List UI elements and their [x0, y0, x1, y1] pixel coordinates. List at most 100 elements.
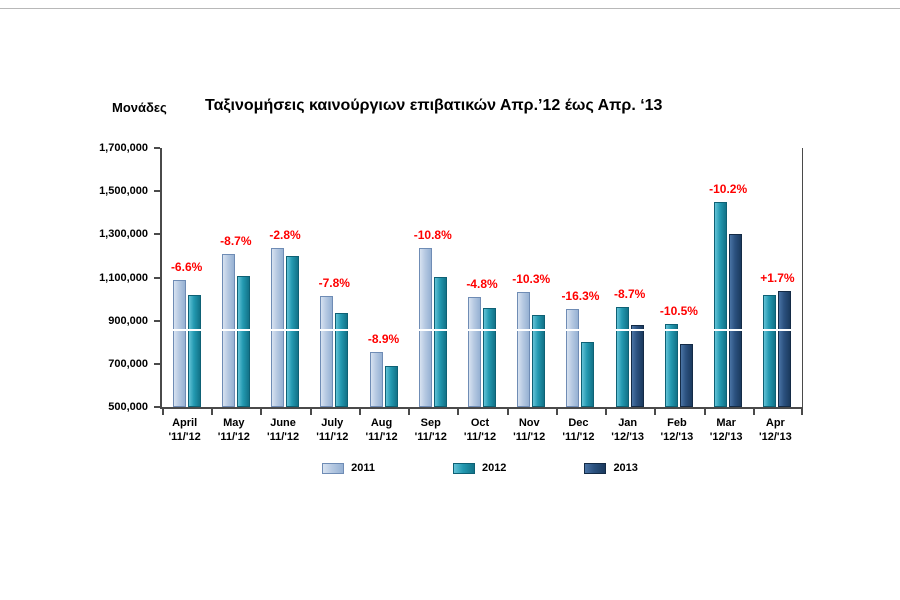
x-label-years: '11/'12 [562, 431, 595, 443]
pct-change-label-jan: -8.7% [614, 286, 646, 301]
x-label-years: '11/'12 [266, 431, 300, 443]
y-tick-label: 900,000 [108, 314, 148, 327]
x-tick-mark [654, 409, 657, 415]
x-label-month: June [270, 417, 296, 429]
bar-2012-april-1112 [187, 295, 201, 407]
x-category-label-dec: Dec '11/'12 [554, 416, 603, 444]
x-category-label-june: June '11/'12 [258, 416, 307, 444]
reference-line [162, 329, 802, 332]
x-category-label-jan: Jan '12/'13 [603, 416, 652, 444]
chart-title: Ταξινομήσεις καινούργιων επιβατικών Απρ.… [205, 97, 663, 114]
bar-2012-june-1112 [286, 255, 300, 407]
bar-2012-apr-1213 [763, 294, 777, 407]
pct-change-label-sep: -10.8% [413, 228, 452, 243]
x-category-label-sep: Sep '11/'12 [406, 416, 455, 444]
bar-2011-aug-1112 [369, 351, 383, 407]
x-tick-mark [703, 409, 706, 415]
legend-swatch-2013 [584, 462, 607, 474]
x-category-label-nov: Nov '11/'12 [505, 416, 554, 444]
legend-swatch-2011 [322, 462, 345, 474]
pct-change-label-oct: -4.8% [466, 276, 498, 291]
x-category-label-july: July '11/'12 [308, 416, 357, 444]
bar-2013-mar-1213 [729, 233, 743, 407]
x-label-month: May [223, 417, 245, 429]
pct-change-label-june: -2.8% [269, 228, 301, 243]
legend-item-2013: 2013 [584, 462, 638, 474]
y-tick-mark [154, 276, 160, 279]
y-axis-unit-label: Μονάδες [112, 100, 167, 115]
x-label-years: '12/'13 [611, 431, 645, 443]
bar-2012-dec-1112 [581, 342, 595, 407]
y-tick-mark [154, 362, 160, 365]
top-divider [0, 8, 900, 9]
y-tick-label: 500,000 [108, 401, 148, 413]
y-tick-label: 1,700,000 [99, 142, 148, 154]
x-label-month: Jan [618, 417, 638, 429]
legend-item-2011: 2011 [322, 462, 375, 474]
x-label-month: April [172, 417, 198, 429]
y-axis-labels: 1,700,000 1,500,000 1,300,000 1,100,000 900,… [78, 142, 152, 413]
x-label-month: Nov [518, 417, 540, 429]
x-tick-mark [408, 409, 411, 415]
legend-swatch-2012 [452, 462, 475, 474]
x-tick-mark [162, 409, 164, 415]
y-tick-label: 700,000 [108, 357, 148, 370]
x-label-month: July [321, 417, 344, 429]
x-label-month: Apr [765, 417, 785, 429]
bar-2013-jan-1213 [630, 324, 644, 407]
x-label-years: '12/'13 [660, 431, 694, 443]
y-tick-mark [154, 147, 160, 149]
x-tick-mark [506, 409, 509, 415]
y-tick-mark [154, 406, 160, 408]
x-category-label-feb: Feb '12/'13 [652, 416, 701, 444]
x-label-years: '11/'12 [365, 431, 398, 443]
bar-2012-nov-1112 [532, 314, 546, 407]
bar-2012-sep-1112 [433, 277, 447, 407]
x-tick-mark [358, 409, 361, 415]
bar-2012-mar-1213 [714, 201, 728, 407]
x-label-years: '11/'12 [168, 431, 201, 443]
bar-2011-july-1112 [320, 295, 334, 407]
bar-2013-apr-1213 [778, 291, 792, 407]
y-tick-mark [154, 319, 160, 322]
x-tick-mark [457, 409, 460, 415]
x-label-month: Mar [716, 417, 736, 429]
legend: 2011 2012 2013 [160, 462, 800, 474]
pct-change-label-feb: -10.5% [659, 303, 698, 318]
legend-item-2012: 2012 [452, 462, 507, 474]
bar-2011-oct-1112 [468, 296, 481, 407]
y-tick-label: 1,300,000 [99, 228, 148, 241]
x-label-years: '11/'12 [316, 431, 349, 443]
pct-change-label-aug: -8.9% [367, 331, 400, 346]
x-tick-mark [211, 409, 214, 415]
x-label-month: Oct [470, 417, 490, 429]
bar-2011-june-1112 [271, 248, 285, 407]
x-tick-mark [260, 409, 263, 415]
x-label-years: '11/'12 [217, 431, 250, 443]
pct-change-label-may: -8.7% [220, 233, 252, 248]
pct-change-label-july: -7.8% [318, 275, 350, 290]
pct-change-label-april: -6.6% [170, 259, 203, 274]
x-label-years: '11/'12 [463, 431, 497, 443]
x-tick-mark [605, 409, 608, 415]
x-label-years: '12/'13 [758, 431, 792, 443]
x-label-month: Feb [667, 417, 687, 429]
legend-label-2012: 2012 [481, 462, 507, 474]
bar-2011-april-1112 [172, 279, 186, 407]
legend-label-2011: 2011 [351, 462, 375, 474]
bar-2012-feb-1213 [664, 323, 678, 407]
x-tick-mark [555, 409, 558, 415]
y-tick-label: 1,500,000 [99, 185, 148, 198]
pct-change-label-mar: -10.2% [709, 181, 748, 196]
x-tick-mark [309, 409, 312, 415]
x-axis-labels: April '11/'12 May '11/'12 June '11/'12 July '11… [160, 416, 800, 450]
bar-2011-sep-1112 [418, 248, 432, 407]
bar-2012-jan-1213 [615, 306, 629, 407]
y-tick-mark [154, 233, 160, 236]
bar-2011-dec-1112 [566, 308, 580, 407]
y-tick-label: 1,100,000 [99, 271, 148, 284]
bar-2012-oct-1112 [483, 307, 496, 407]
x-label-month: Sep [420, 417, 441, 429]
x-label-years: '12/'13 [709, 431, 743, 443]
x-label-month: Aug [370, 417, 393, 429]
